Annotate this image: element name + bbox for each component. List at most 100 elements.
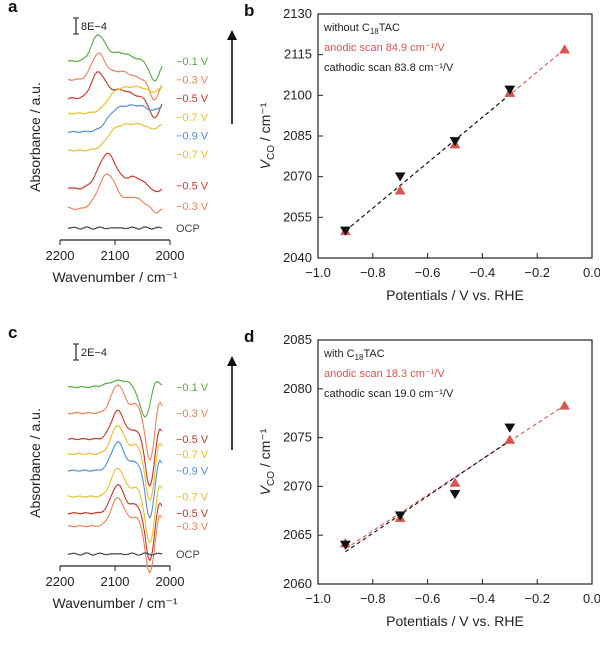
cathodic-point	[449, 489, 461, 500]
anodic-point	[504, 434, 516, 444]
x-tick-label: 2200	[46, 248, 75, 263]
spectra-panel-c: c 2200 2100 2000 Wavenumber / cm⁻¹ Absorbance…	[8, 323, 237, 611]
panel-label: d	[244, 327, 254, 346]
cathodic-point	[339, 226, 351, 236]
spectrum-trace	[67, 384, 163, 461]
x-axis-title: Potentials / V vs. RHE	[386, 613, 524, 629]
cathodic-point	[394, 511, 406, 521]
x-tick-label: 0.0	[583, 265, 600, 280]
fit-line	[345, 440, 511, 553]
scatter-panel-b: b −1.0 −0.8 −0.6 −0.4 −0.2 0.0 2040 2055 2070 2085…	[244, 1, 600, 303]
anodic-point	[559, 400, 571, 410]
spectrum-trace	[67, 552, 163, 556]
x-tick-label: 2000	[156, 248, 185, 263]
trace-label: −0.1 V	[176, 382, 209, 394]
legend-title-sub: 18	[370, 27, 379, 36]
spectrum-trace	[67, 85, 163, 115]
legend-entry: cathodic scan 19.0 cm⁻¹/V	[324, 388, 454, 400]
trace-label: −0.3 V	[176, 201, 209, 213]
y-tick-label: 2055	[283, 209, 312, 224]
x-tick-label: 2200	[46, 574, 75, 589]
trace-label: −0.7 V	[176, 112, 209, 124]
y-axis-title: Absorbance / a.u.	[27, 408, 43, 518]
trace-label: OCP	[176, 549, 200, 561]
y-tick-label: 2085	[283, 332, 312, 347]
cathodic-point	[504, 85, 516, 95]
y-axis-title-unit: / cm⁻¹	[257, 102, 273, 145]
x-tick-label: −0.6	[415, 265, 441, 280]
spectrum-trace	[67, 484, 163, 561]
trace-label: −0.7 V	[176, 149, 209, 161]
y-tick-label: 2080	[283, 381, 312, 396]
trace-label: −0.5 V	[176, 508, 209, 520]
spectrum-trace	[67, 152, 163, 193]
cathodic-point	[339, 540, 351, 550]
spectrum-trace	[67, 71, 163, 119]
x-tick-label: 0.0	[583, 591, 600, 606]
y-axis-title: VCO / cm⁻¹	[257, 428, 277, 495]
x-axis-title: Wavenumber / cm⁻¹	[52, 595, 177, 611]
x-tick-label: −0.2	[524, 265, 550, 280]
fit-line	[345, 94, 511, 232]
x-axis-title: Wavenumber / cm⁻¹	[52, 269, 177, 285]
y-tick-label: 2130	[283, 6, 312, 21]
trace-label: −0.3 V	[176, 408, 209, 420]
spectra-panel-a: a 2200 2100 2000 Wavenumber / cm⁻¹ Absorbance…	[8, 0, 237, 285]
spectrum-trace	[67, 425, 163, 501]
anodic-point	[394, 185, 406, 195]
y-tick-label: 2115	[284, 47, 312, 62]
y-axis-title-unit: / cm⁻¹	[257, 428, 273, 471]
trace-label: −0.5 V	[176, 93, 209, 105]
x-tick-label: −1.0	[305, 591, 331, 606]
scale-bar-label: 8E−4	[81, 21, 107, 33]
legend-entry: anodic scan 84.9 cm⁻¹/V	[324, 42, 445, 54]
spectrum-trace	[67, 173, 163, 214]
spectrum-trace	[67, 379, 163, 418]
legend-title: without C18TAC	[323, 22, 400, 36]
spectrum-trace	[67, 34, 163, 82]
x-tick-label: −1.0	[305, 265, 331, 280]
trace-label: −0.7 V	[176, 492, 209, 504]
scatter-panel-d: d −1.0 −0.8 −0.6 −0.4 −0.2 0.0 2060 2065 2070 2075…	[244, 327, 600, 629]
x-axis-title: Potentials / V vs. RHE	[386, 287, 524, 303]
spectrum-trace	[67, 409, 163, 487]
trace-label: −0.5 V	[176, 434, 209, 446]
cathodic-point	[394, 172, 406, 182]
y-axis-title-sub: CO	[266, 471, 277, 486]
spectrum-trace	[67, 52, 163, 101]
legend-entry: cathodic scan 83.8 cm⁻¹/V	[324, 62, 454, 74]
cathodic-point	[504, 423, 516, 433]
legend-entry: anodic scan 18.3 cm⁻¹/V	[324, 368, 445, 380]
trace-label: −0.3 V	[176, 75, 209, 87]
y-tick-label: 2070	[283, 169, 312, 184]
scale-bar-label: 2E−4	[81, 347, 107, 359]
panel-label: a	[8, 0, 18, 16]
y-axis-title-sub: CO	[266, 145, 277, 160]
y-tick-label: 2085	[283, 128, 312, 143]
trace-label: −0.9 V	[176, 130, 209, 142]
anodic-point	[559, 44, 571, 54]
plot-frame	[317, 339, 593, 585]
x-tick-label: 2100	[101, 248, 130, 263]
cathodic-point	[449, 137, 461, 147]
spectrum-trace	[67, 497, 163, 574]
y-tick-label: 2100	[283, 87, 312, 102]
trace-label: −0.9 V	[176, 466, 209, 478]
spectrum-trace	[67, 103, 163, 134]
x-tick-label: 2000	[156, 574, 185, 589]
x-tick-label: −0.2	[524, 591, 550, 606]
y-tick-label: 2060	[283, 576, 312, 591]
y-axis-title-main: V	[257, 158, 273, 169]
x-tick-label: −0.8	[360, 265, 386, 280]
trace-label: −0.5 V	[176, 180, 209, 192]
legend-title-main: with C	[323, 348, 355, 360]
spectrum-trace	[67, 225, 163, 230]
legend-title-main: without C	[323, 22, 370, 34]
arrow-head	[227, 356, 237, 366]
y-tick-label: 2040	[283, 250, 312, 265]
fit-line	[345, 404, 565, 550]
trace-label: −0.7 V	[176, 449, 209, 461]
trace-label: −0.1 V	[176, 56, 209, 68]
legend-title-tail: TAC	[363, 348, 384, 360]
x-tick-label: −0.8	[360, 591, 386, 606]
